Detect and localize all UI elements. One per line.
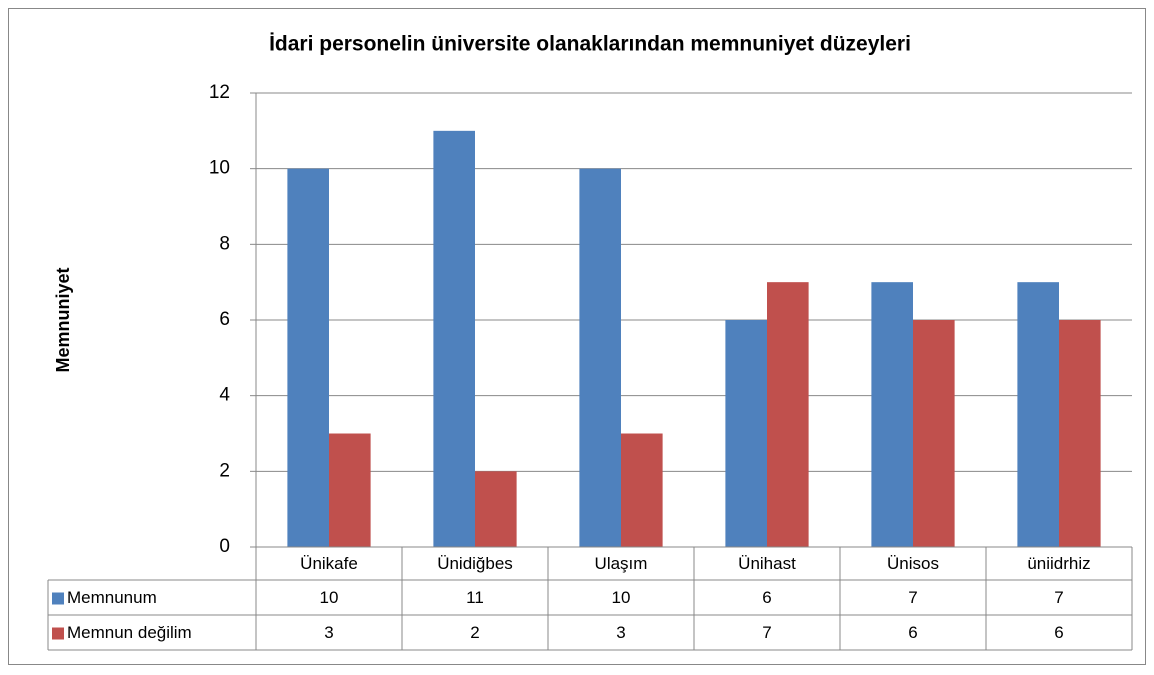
y-tick-label: 4 bbox=[219, 385, 230, 406]
bar bbox=[1017, 282, 1059, 547]
x-tick-label: Ünihast bbox=[738, 554, 796, 573]
legend-label: Memnunum bbox=[67, 588, 157, 607]
table-value: 6 bbox=[908, 623, 917, 642]
x-tick-label: Ünikafe bbox=[300, 554, 358, 573]
table-value: 6 bbox=[1054, 623, 1063, 642]
bar bbox=[433, 130, 475, 548]
table-value: 3 bbox=[324, 623, 333, 642]
bar bbox=[621, 433, 663, 547]
legend-label: Memnun değilim bbox=[67, 623, 192, 642]
y-tick-label: 2 bbox=[219, 460, 230, 481]
legend-swatch bbox=[52, 627, 64, 640]
bar bbox=[871, 282, 913, 547]
chart-border bbox=[8, 8, 1146, 665]
x-tick-label: Ulaşım bbox=[595, 554, 648, 573]
y-tick-label: 8 bbox=[219, 233, 230, 254]
table-value: 7 bbox=[762, 623, 771, 642]
y-tick-label: 10 bbox=[209, 158, 230, 179]
bar bbox=[329, 433, 371, 547]
table-value: 6 bbox=[762, 588, 771, 607]
bar bbox=[767, 282, 809, 547]
legend-swatch bbox=[52, 592, 64, 605]
table-value: 11 bbox=[466, 588, 484, 607]
x-tick-label: üniidrhiz bbox=[1027, 554, 1090, 573]
y-axis-label: Memnuniyet bbox=[53, 267, 73, 372]
table-value: 3 bbox=[616, 623, 625, 642]
bar bbox=[725, 320, 767, 547]
y-tick-label: 0 bbox=[219, 536, 230, 557]
chart-title: İdari personelin üniversite olanaklarınd… bbox=[269, 33, 911, 56]
y-tick-label: 6 bbox=[219, 309, 230, 330]
table-value: 7 bbox=[1054, 588, 1063, 607]
table-value: 10 bbox=[320, 588, 339, 607]
bar bbox=[475, 471, 517, 547]
x-tick-label: Ünisos bbox=[887, 554, 939, 573]
table-value: 2 bbox=[470, 623, 479, 642]
bar bbox=[287, 168, 329, 547]
bar bbox=[1059, 320, 1101, 547]
bar bbox=[579, 168, 621, 547]
y-tick-label: 12 bbox=[209, 82, 230, 103]
bar bbox=[913, 320, 955, 547]
table-value: 10 bbox=[612, 588, 631, 607]
x-tick-label: Ünidiğbes bbox=[437, 554, 513, 573]
table-value: 7 bbox=[908, 588, 917, 607]
